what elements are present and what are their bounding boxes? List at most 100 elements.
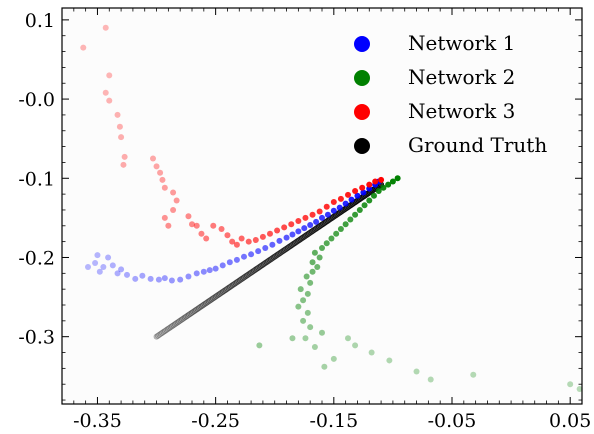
network-1-point bbox=[319, 214, 325, 221]
network-1-point bbox=[342, 200, 349, 207]
ground-truth-series bbox=[153, 181, 385, 340]
network-2-point bbox=[347, 216, 354, 223]
network-3-point bbox=[267, 230, 273, 237]
network-2-point bbox=[333, 230, 340, 237]
legend-label: Network 3 bbox=[408, 99, 515, 123]
network-2-point bbox=[356, 206, 363, 213]
network-1-point bbox=[219, 262, 226, 269]
network-2-point bbox=[345, 335, 351, 342]
plot-area bbox=[62, 8, 582, 404]
network-2-point bbox=[309, 268, 316, 275]
network-3-point bbox=[185, 213, 192, 220]
network-1-point bbox=[289, 231, 296, 238]
network-2-point bbox=[321, 363, 328, 370]
network-3-point bbox=[120, 161, 127, 168]
network-3-point bbox=[281, 224, 288, 231]
network-2-point bbox=[389, 178, 396, 185]
network-3-point bbox=[245, 238, 252, 245]
network-3-point bbox=[170, 189, 177, 196]
network-2-point bbox=[256, 342, 263, 349]
network-1-point bbox=[206, 267, 213, 274]
network-1-point bbox=[177, 276, 184, 283]
network-1-point bbox=[262, 244, 269, 251]
network-1-point bbox=[348, 196, 355, 203]
network-2-point bbox=[319, 244, 325, 251]
network-3-point bbox=[218, 225, 225, 232]
network-2-point bbox=[295, 303, 302, 310]
network-3-point bbox=[198, 230, 205, 237]
network-1-point bbox=[155, 276, 162, 283]
network-1-point bbox=[295, 228, 302, 235]
network-2-point bbox=[328, 235, 335, 242]
network-2-point bbox=[309, 259, 316, 266]
network-2-point bbox=[304, 290, 311, 297]
network-3-point bbox=[366, 181, 373, 188]
network-2-point bbox=[304, 309, 311, 316]
network-1-point bbox=[94, 252, 101, 259]
network-1-point bbox=[132, 275, 139, 282]
network-3-point bbox=[106, 97, 113, 104]
network-3-point bbox=[80, 44, 87, 51]
network-1-point bbox=[139, 272, 146, 279]
network-2-point bbox=[567, 381, 574, 388]
network-3-point bbox=[238, 235, 245, 242]
network-3-point bbox=[309, 211, 316, 218]
plot-background bbox=[62, 8, 582, 404]
legend-marker bbox=[354, 104, 370, 120]
legend-label: Network 1 bbox=[408, 31, 515, 55]
network-2-point bbox=[576, 385, 583, 392]
network-1-point bbox=[124, 271, 130, 278]
network-3-point bbox=[159, 176, 166, 183]
network-1-point bbox=[324, 211, 331, 218]
network-1-point bbox=[301, 225, 308, 232]
network-3-point bbox=[193, 222, 200, 229]
network-2-point bbox=[342, 221, 349, 228]
network-1-point bbox=[248, 251, 255, 258]
network-3-point bbox=[274, 227, 281, 234]
network-2-point bbox=[366, 197, 373, 204]
network-1-point bbox=[161, 275, 168, 282]
network-3-point bbox=[121, 153, 128, 160]
network-3-point bbox=[161, 214, 168, 221]
network-3-point bbox=[295, 218, 302, 225]
network-3-point bbox=[259, 233, 266, 240]
y-tick-label: 0.1 bbox=[25, 10, 55, 32]
network-1-point bbox=[283, 234, 290, 241]
network-series bbox=[80, 24, 583, 392]
network-2-point bbox=[368, 349, 375, 356]
network-3-point bbox=[229, 238, 236, 245]
y-tick-label: -0.2 bbox=[18, 247, 55, 269]
network-1-point bbox=[360, 189, 367, 196]
network-2-point bbox=[289, 335, 296, 342]
network-1-point bbox=[109, 262, 116, 269]
network-3-point bbox=[161, 184, 168, 191]
network-3-point bbox=[352, 187, 359, 194]
network-1-point bbox=[105, 254, 112, 261]
network-1-point bbox=[241, 253, 247, 260]
x-axis: -0.35 -0.25 -0.15 -0.05 0.05 bbox=[73, 8, 591, 432]
network-3-point bbox=[372, 178, 379, 185]
network-3-point bbox=[189, 221, 195, 228]
network-2-point bbox=[427, 376, 434, 383]
legend-label: Ground Truth bbox=[408, 133, 547, 157]
network-1-point bbox=[226, 259, 233, 266]
network-2-point bbox=[386, 357, 393, 364]
network-2-point bbox=[302, 335, 309, 342]
y-tick-label: -0.3 bbox=[18, 327, 55, 349]
network-2-point bbox=[394, 175, 401, 182]
network-2-point bbox=[300, 297, 307, 304]
network-2-point bbox=[352, 211, 359, 218]
network-3-point bbox=[345, 191, 351, 198]
network-3-point bbox=[165, 222, 172, 229]
network-3-point bbox=[359, 184, 366, 191]
network-3-point bbox=[150, 155, 156, 162]
network-3-point bbox=[102, 89, 109, 96]
x-tick-label: -0.25 bbox=[191, 410, 240, 432]
network-1-point bbox=[255, 248, 262, 255]
x-tick-label: 0.05 bbox=[549, 410, 591, 432]
x-tick-label: -0.35 bbox=[73, 410, 122, 432]
network-2-point bbox=[375, 187, 382, 194]
y-tick-label: -0.1 bbox=[18, 168, 55, 190]
network-2-point bbox=[323, 240, 330, 247]
